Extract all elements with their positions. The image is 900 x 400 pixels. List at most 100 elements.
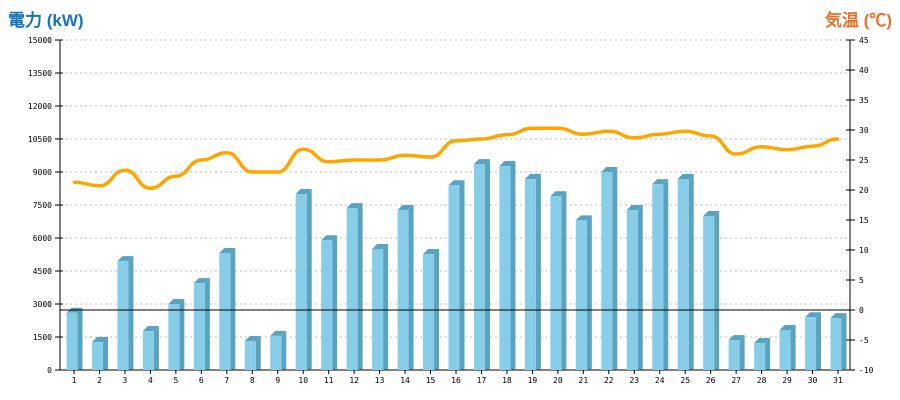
temperature-point [836,137,840,141]
x-tick-label: 23 [629,376,639,385]
bar-side [459,180,465,370]
x-tick-label: 25 [680,376,690,385]
x-tick-label: 14 [400,376,410,385]
bar [524,179,536,370]
bar-side [306,189,312,370]
bar [703,216,715,370]
bar-top [142,326,159,332]
right-tick-label: 45 [859,36,869,45]
temperature-point [581,132,585,136]
bar [754,342,766,370]
x-tick-label: 10 [298,376,308,385]
temperature-point [658,132,662,136]
right-axis-title: 気温 (℃) [824,11,892,30]
bar [193,283,205,370]
x-tick-label: 15 [426,376,436,385]
bar [397,210,409,370]
bar-top [244,335,261,341]
temperature-point [123,168,127,172]
right-tick-label: 0 [859,306,864,315]
bar-side [179,299,185,370]
x-tick-label: 2 [97,376,102,385]
x-tick-label: 24 [655,376,665,385]
bar-side [255,335,261,370]
bar [626,210,638,370]
x-tick-label: 13 [375,376,385,385]
bar-top [677,174,694,180]
temperature-point [97,184,101,188]
bar [142,331,154,370]
bar-side [841,313,847,370]
bar [830,318,842,370]
bar-top [448,180,465,186]
bar-side [739,335,745,370]
bar-top [473,159,490,165]
bar-side [383,244,389,370]
left-tick-label: 0 [47,366,52,375]
temperature-point [734,152,738,156]
bar [575,220,587,370]
bar-top [728,335,745,341]
bar-top [779,324,796,330]
temperature-point [454,139,458,143]
bar [499,166,511,370]
bar-top [295,189,312,194]
bar-top [193,278,210,284]
x-tick-label: 4 [148,376,153,385]
bar [117,261,129,370]
x-tick-label: 7 [224,376,229,385]
bar-side [637,205,643,370]
bar [805,317,817,370]
x-tick-label: 12 [349,376,359,385]
temperature-point [148,186,152,190]
x-tick-label: 19 [528,376,538,385]
bar-top [805,312,822,318]
temperature-point [301,147,305,151]
bar-top [626,205,643,211]
bar-side [816,312,822,370]
right-tick-label: -5 [859,336,869,345]
temperature-point [709,134,713,138]
bar-top [91,337,108,343]
left-tick-label: 6000 [33,234,52,243]
temperature-point [174,174,178,178]
bar-side [714,211,720,370]
temperature-point [327,160,331,164]
left-tick-label: 10500 [28,135,52,144]
bar [550,196,562,370]
x-tick-label: 6 [199,376,204,385]
x-tick-label: 30 [808,376,818,385]
bar-top [270,330,287,336]
bar [270,335,282,370]
bar-side [332,235,338,370]
bar [652,184,664,370]
temperature-point [352,158,356,162]
bar-side [102,337,108,370]
bar-top [346,203,363,209]
bar-side [153,326,159,370]
x-tick-label: 18 [502,376,512,385]
temperature-point [429,155,433,159]
bar-side [77,307,83,370]
x-tick-label: 21 [579,376,589,385]
bar-side [204,278,210,370]
bar [66,312,78,370]
bar-side [765,337,771,370]
right-tick-label: 35 [859,96,869,105]
bar-side [484,159,490,370]
bar [168,304,180,370]
bar-top [575,215,592,221]
right-tick-label: 15 [859,216,869,225]
temperature-line [73,126,839,190]
temperature-point [199,158,203,162]
bar [728,340,740,370]
temperature-point [632,136,636,140]
temperature-point [760,145,764,149]
left-tick-label: 9000 [33,168,52,177]
bar-side [561,191,567,370]
bar-side [663,179,669,370]
temperature-point [403,153,407,157]
right-tick-label: 5 [859,276,864,285]
right-tick-label: 25 [859,156,869,165]
